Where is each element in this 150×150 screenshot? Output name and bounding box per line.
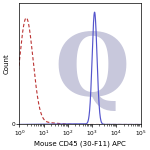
Text: Q: Q [55,29,130,113]
X-axis label: Mouse CD45 (30-F11) APC: Mouse CD45 (30-F11) APC [34,140,126,147]
Y-axis label: Count: Count [3,54,9,74]
